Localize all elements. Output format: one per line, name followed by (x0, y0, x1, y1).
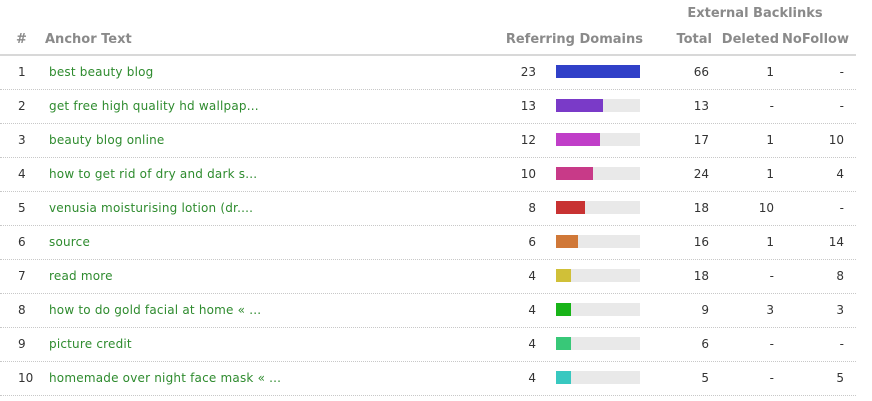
anchor-text-link[interactable]: best beauty blog (49, 65, 154, 79)
deleted-backlinks-value: - (769, 337, 774, 351)
total-backlinks-value: 18 (693, 269, 709, 283)
deleted-backlinks-value: 1 (766, 133, 774, 147)
referring-domains-bar (556, 269, 571, 282)
row-number: 7 (18, 269, 26, 283)
row-number: 4 (18, 167, 26, 181)
nofollow-backlinks-value: 4 (836, 167, 844, 181)
nofollow-backlinks-value: - (839, 337, 844, 351)
referring-domains-value: 4 (528, 337, 536, 351)
nofollow-backlinks-value: 14 (828, 235, 844, 249)
referring-domains-bar-track (556, 99, 640, 112)
total-backlinks-value: 16 (693, 235, 709, 249)
referring-domains-value: 10 (520, 167, 536, 181)
table-row: 10 homemade over night face mask « ... 4 5 -… (0, 361, 856, 396)
table-row: 1 best beauty blog 23 66 1 - (0, 55, 856, 90)
deleted-backlinks-value: - (769, 269, 774, 283)
row-number: 2 (18, 99, 26, 113)
referring-domains-bar (556, 201, 585, 214)
total-backlinks-value: 6 (701, 337, 709, 351)
deleted-backlinks-value: - (769, 99, 774, 113)
deleted-backlinks-value: 3 (766, 303, 774, 317)
referring-domains-bar-track (556, 269, 640, 282)
row-number: 9 (18, 337, 26, 351)
row-number: 1 (18, 65, 26, 79)
referring-domains-bar (556, 371, 571, 384)
column-header-total[interactable]: Total (676, 32, 712, 47)
referring-domains-bar-track (556, 65, 640, 78)
total-backlinks-value: 5 (701, 371, 709, 385)
referring-domains-bar (556, 99, 603, 112)
total-backlinks-value: 18 (693, 201, 709, 215)
anchor-text-link[interactable]: how to get rid of dry and dark s... (49, 167, 258, 181)
referring-domains-value: 12 (520, 133, 536, 147)
column-header-referring-domains[interactable]: Referring Domains (505, 32, 643, 47)
table-row: 5 venusia moisturising lotion (dr.... 8 18 1… (0, 191, 856, 226)
nofollow-backlinks-value: - (839, 99, 844, 113)
anchor-text-link[interactable]: how to do gold facial at home « ... (49, 303, 262, 317)
nofollow-backlinks-value: 5 (836, 371, 844, 385)
row-number: 8 (18, 303, 26, 317)
referring-domains-bar-track (556, 371, 640, 384)
external-backlinks-group-header: External Backlinks (687, 6, 823, 21)
referring-domains-bar-track (556, 167, 640, 180)
anchor-text-link[interactable]: read more (49, 269, 113, 283)
referring-domains-bar (556, 337, 571, 350)
total-backlinks-value: 24 (693, 167, 709, 181)
referring-domains-bar-track (556, 303, 640, 316)
deleted-backlinks-value: 1 (766, 235, 774, 249)
referring-domains-bar-track (556, 235, 640, 248)
anchor-text-link[interactable]: source (49, 235, 91, 249)
total-backlinks-value: 13 (693, 99, 709, 113)
total-backlinks-value: 17 (693, 133, 709, 147)
column-header-number: # (16, 32, 27, 47)
referring-domains-value: 23 (520, 65, 536, 79)
table-header: # Anchor Text Referring Domains Total De… (0, 30, 856, 56)
referring-domains-bar (556, 167, 593, 180)
row-number: 3 (18, 133, 26, 147)
nofollow-backlinks-value: - (839, 65, 844, 79)
referring-domains-bar (556, 65, 640, 78)
column-header-nofollow[interactable]: NoFollow (782, 32, 849, 47)
total-backlinks-value: 66 (693, 65, 709, 79)
deleted-backlinks-value: 1 (766, 65, 774, 79)
anchor-text-link[interactable]: beauty blog online (49, 133, 165, 147)
referring-domains-value: 6 (528, 235, 536, 249)
nofollow-backlinks-value: - (839, 201, 844, 215)
column-header-deleted[interactable]: Deleted (721, 32, 779, 47)
referring-domains-bar-track (556, 133, 640, 146)
deleted-backlinks-value: 10 (758, 201, 774, 215)
referring-domains-bar-track (556, 201, 640, 214)
total-backlinks-value: 9 (701, 303, 709, 317)
table-row: 2 get free high quality hd wallpap... 13 13… (0, 89, 856, 124)
anchor-text-link[interactable]: homemade over night face mask « ... (49, 371, 282, 385)
referring-domains-bar (556, 133, 600, 146)
table-row: 6 source 6 16 1 14 (0, 225, 856, 260)
anchor-text-link[interactable]: venusia moisturising lotion (dr.... (49, 201, 254, 215)
referring-domains-value: 4 (528, 371, 536, 385)
anchor-text-link[interactable]: picture credit (49, 337, 132, 351)
anchor-text-link[interactable]: get free high quality hd wallpap... (49, 99, 259, 113)
referring-domains-value: 4 (528, 269, 536, 283)
table-row: 8 how to do gold facial at home « ... 4 9 3 3 (0, 293, 856, 328)
row-number: 5 (18, 201, 26, 215)
nofollow-backlinks-value: 10 (828, 133, 844, 147)
deleted-backlinks-value: 1 (766, 167, 774, 181)
nofollow-backlinks-value: 8 (836, 269, 844, 283)
referring-domains-value: 8 (528, 201, 536, 215)
row-number: 6 (18, 235, 26, 249)
table-row: 7 read more 4 18 - 8 (0, 259, 856, 294)
row-number: 10 (18, 371, 34, 385)
column-header-anchor-text[interactable]: Anchor Text (45, 32, 132, 47)
referring-domains-bar (556, 235, 578, 248)
deleted-backlinks-value: - (769, 371, 774, 385)
table-row: 3 beauty blog online 12 17 1 10 (0, 123, 856, 158)
table-row: 4 how to get rid of dry and dark s... 10 24… (0, 157, 856, 192)
nofollow-backlinks-value: 3 (836, 303, 844, 317)
referring-domains-value: 13 (520, 99, 536, 113)
table-row: 9 picture credit 4 6 - - (0, 327, 856, 362)
referring-domains-bar (556, 303, 571, 316)
referring-domains-bar-track (556, 337, 640, 350)
referring-domains-value: 4 (528, 303, 536, 317)
